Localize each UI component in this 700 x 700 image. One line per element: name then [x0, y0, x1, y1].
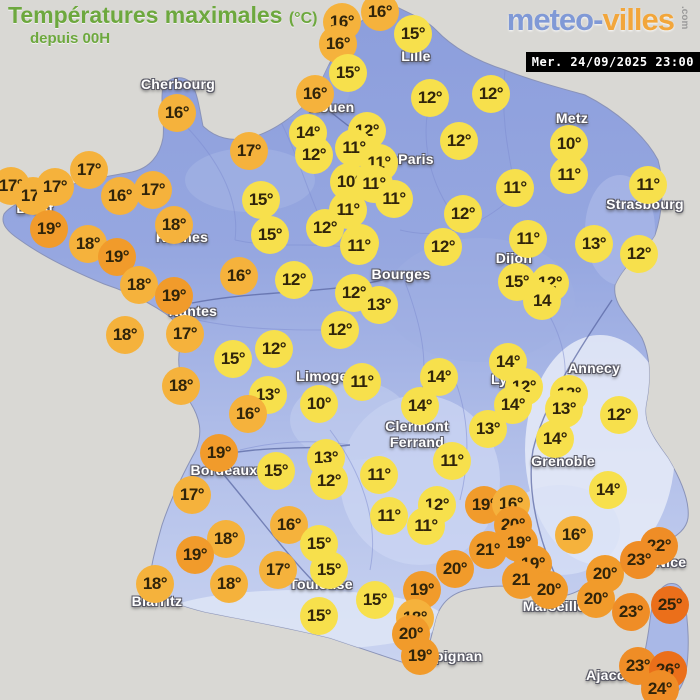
city-label: Annecy	[567, 360, 621, 376]
temp-marker: 16°	[229, 395, 267, 433]
temp-marker: 17°	[230, 132, 268, 170]
temp-marker: 16°	[555, 516, 593, 554]
temp-marker: 12°	[295, 136, 333, 174]
temp-marker: 19°	[200, 434, 238, 472]
meteo-villes-logo: meteo-villes .com	[506, 2, 690, 38]
city-label: Grenoble	[531, 453, 595, 469]
temp-marker: 14	[523, 282, 561, 320]
temp-marker: 11°	[375, 180, 413, 218]
temp-marker: 16°	[220, 257, 258, 295]
temp-marker: 17°	[173, 476, 211, 514]
temp-marker: 20°	[530, 571, 568, 609]
temp-marker: 11°	[433, 442, 471, 480]
temp-marker: 20°	[577, 580, 615, 618]
temp-marker: 17°	[70, 151, 108, 189]
temp-marker: 11°	[370, 497, 408, 535]
title-text: Températures maximales	[8, 2, 283, 28]
city-label: Metz	[555, 110, 589, 126]
temp-marker: 14°	[420, 358, 458, 396]
temp-marker: 24°	[641, 670, 679, 700]
temp-marker: 16°	[101, 177, 139, 215]
datetime-bar: Mer. 24/09/2025 23:00	[525, 52, 700, 72]
temp-marker: 12°	[411, 79, 449, 117]
temp-marker: 12°	[255, 330, 293, 368]
temp-marker: 12°	[275, 261, 313, 299]
temp-marker: 11°	[407, 507, 445, 545]
temp-marker: 19°	[30, 210, 68, 248]
temp-marker: 13°	[575, 225, 613, 263]
temp-marker: 12°	[321, 311, 359, 349]
subtitle: depuis 00H	[30, 30, 111, 47]
temp-marker: 23°	[612, 593, 650, 631]
city-label: Limoges	[296, 368, 356, 384]
temp-marker: 17°	[36, 168, 74, 206]
logo-part-blue: meteo-	[506, 2, 604, 37]
temp-marker: 18°	[162, 367, 200, 405]
temp-marker: 11°	[343, 363, 381, 401]
temp-marker: 11°	[550, 156, 588, 194]
city-label: Clermont Ferrand	[385, 418, 449, 450]
temp-marker: 11°	[496, 169, 534, 207]
temp-marker: 12°	[620, 235, 658, 273]
temp-marker: 18°	[136, 565, 174, 603]
temp-marker: 16°	[296, 75, 334, 113]
temp-marker: 11°	[509, 220, 547, 258]
temp-marker: 17°	[259, 551, 297, 589]
temp-marker: 16°	[158, 94, 196, 132]
temp-marker: 15°	[394, 15, 432, 53]
city-label: Cherbourg	[140, 76, 216, 92]
temp-marker: 12°	[310, 462, 348, 500]
temp-marker: 14°	[589, 471, 627, 509]
temp-marker: 15°	[251, 216, 289, 254]
logo-part-orange: villes	[602, 2, 675, 37]
temp-marker: 20°	[436, 550, 474, 588]
temp-marker: 16°	[361, 0, 399, 31]
temp-marker: 14°	[401, 387, 439, 425]
temp-marker: 14°	[536, 420, 574, 458]
temp-marker: 19°	[401, 637, 439, 675]
temp-marker: 10°	[300, 385, 338, 423]
temp-marker: 17°	[134, 171, 172, 209]
temp-marker: 17°	[166, 315, 204, 353]
temp-marker: 15°	[242, 181, 280, 219]
temp-marker: 12°	[444, 195, 482, 233]
temp-marker: 18°	[106, 316, 144, 354]
temp-marker: 11°	[360, 456, 398, 494]
temp-marker: 18°	[69, 225, 107, 263]
temp-marker: 13°	[360, 286, 398, 324]
temp-marker: 23°	[620, 541, 658, 579]
temp-marker: 18°	[210, 565, 248, 603]
temp-marker: 15°	[300, 597, 338, 635]
temp-marker: 15°	[300, 525, 338, 563]
temp-marker: 12°	[440, 122, 478, 160]
page-title: Températures maximales (°C)	[8, 2, 317, 29]
temp-marker: 19°	[155, 277, 193, 315]
temp-marker: 19°	[176, 536, 214, 574]
temp-marker: 12°	[424, 228, 462, 266]
city-label: Paris	[398, 151, 434, 167]
temp-marker: 15°	[214, 340, 252, 378]
temp-marker: 15°	[498, 263, 536, 301]
logo-suffix: .com	[679, 6, 690, 30]
city-label: Bourges	[371, 266, 431, 282]
temp-marker: 15°	[310, 551, 348, 589]
temp-marker: 15°	[329, 54, 367, 92]
temp-marker: 18°	[155, 206, 193, 244]
map-header: Températures maximales (°C) depuis 00H	[8, 2, 317, 47]
temp-marker: 11°	[340, 227, 378, 265]
temp-marker: 18°	[120, 266, 158, 304]
temp-marker: 15°	[257, 452, 295, 490]
temp-marker: 13°	[469, 410, 507, 448]
temp-marker: 25°	[651, 586, 689, 624]
temp-marker: 12°	[600, 396, 638, 434]
temp-marker: 15°	[356, 581, 394, 619]
temp-marker: 11°	[629, 166, 667, 204]
temp-marker: 12°	[472, 75, 510, 113]
temp-marker: 14°	[494, 386, 532, 424]
city-label: Strasbourg	[606, 196, 684, 212]
temp-marker: 12°	[306, 209, 344, 247]
title-unit: (°C)	[288, 10, 318, 27]
